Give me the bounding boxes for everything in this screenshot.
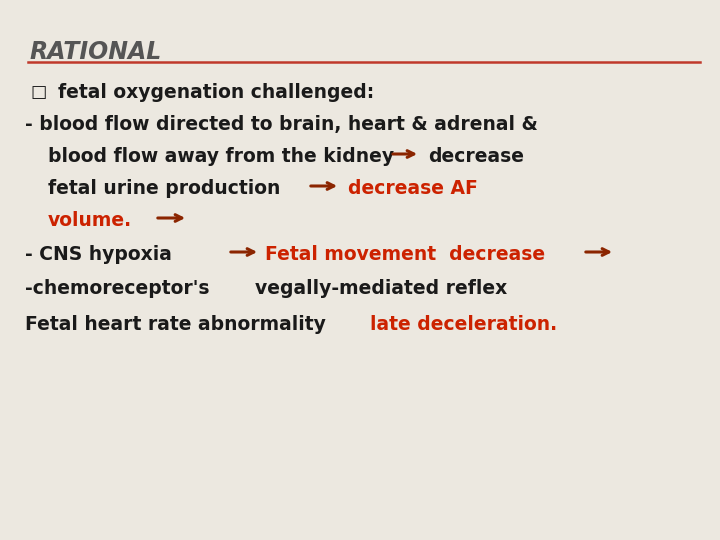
Text: Fetal heart rate abnormality: Fetal heart rate abnormality	[25, 315, 333, 334]
Text: Fetal movement  decrease: Fetal movement decrease	[265, 245, 545, 264]
Text: blood flow away from the kidney: blood flow away from the kidney	[48, 147, 394, 166]
Text: □: □	[30, 83, 46, 101]
Text: -chemoreceptor's       vegally-mediated reflex: -chemoreceptor's vegally-mediated reflex	[25, 279, 508, 298]
Text: fetal oxygenation challenged:: fetal oxygenation challenged:	[58, 83, 374, 102]
Text: RATIONAL: RATIONAL	[30, 40, 162, 64]
Text: late deceleration.: late deceleration.	[370, 315, 557, 334]
Text: - blood flow directed to brain, heart & adrenal &: - blood flow directed to brain, heart & …	[25, 115, 538, 134]
Text: - CNS hypoxia: - CNS hypoxia	[25, 245, 172, 264]
Text: fetal urine production: fetal urine production	[48, 179, 280, 198]
Text: decrease: decrease	[428, 147, 524, 166]
Text: volume.: volume.	[48, 211, 132, 230]
Text: decrease AF: decrease AF	[348, 179, 478, 198]
